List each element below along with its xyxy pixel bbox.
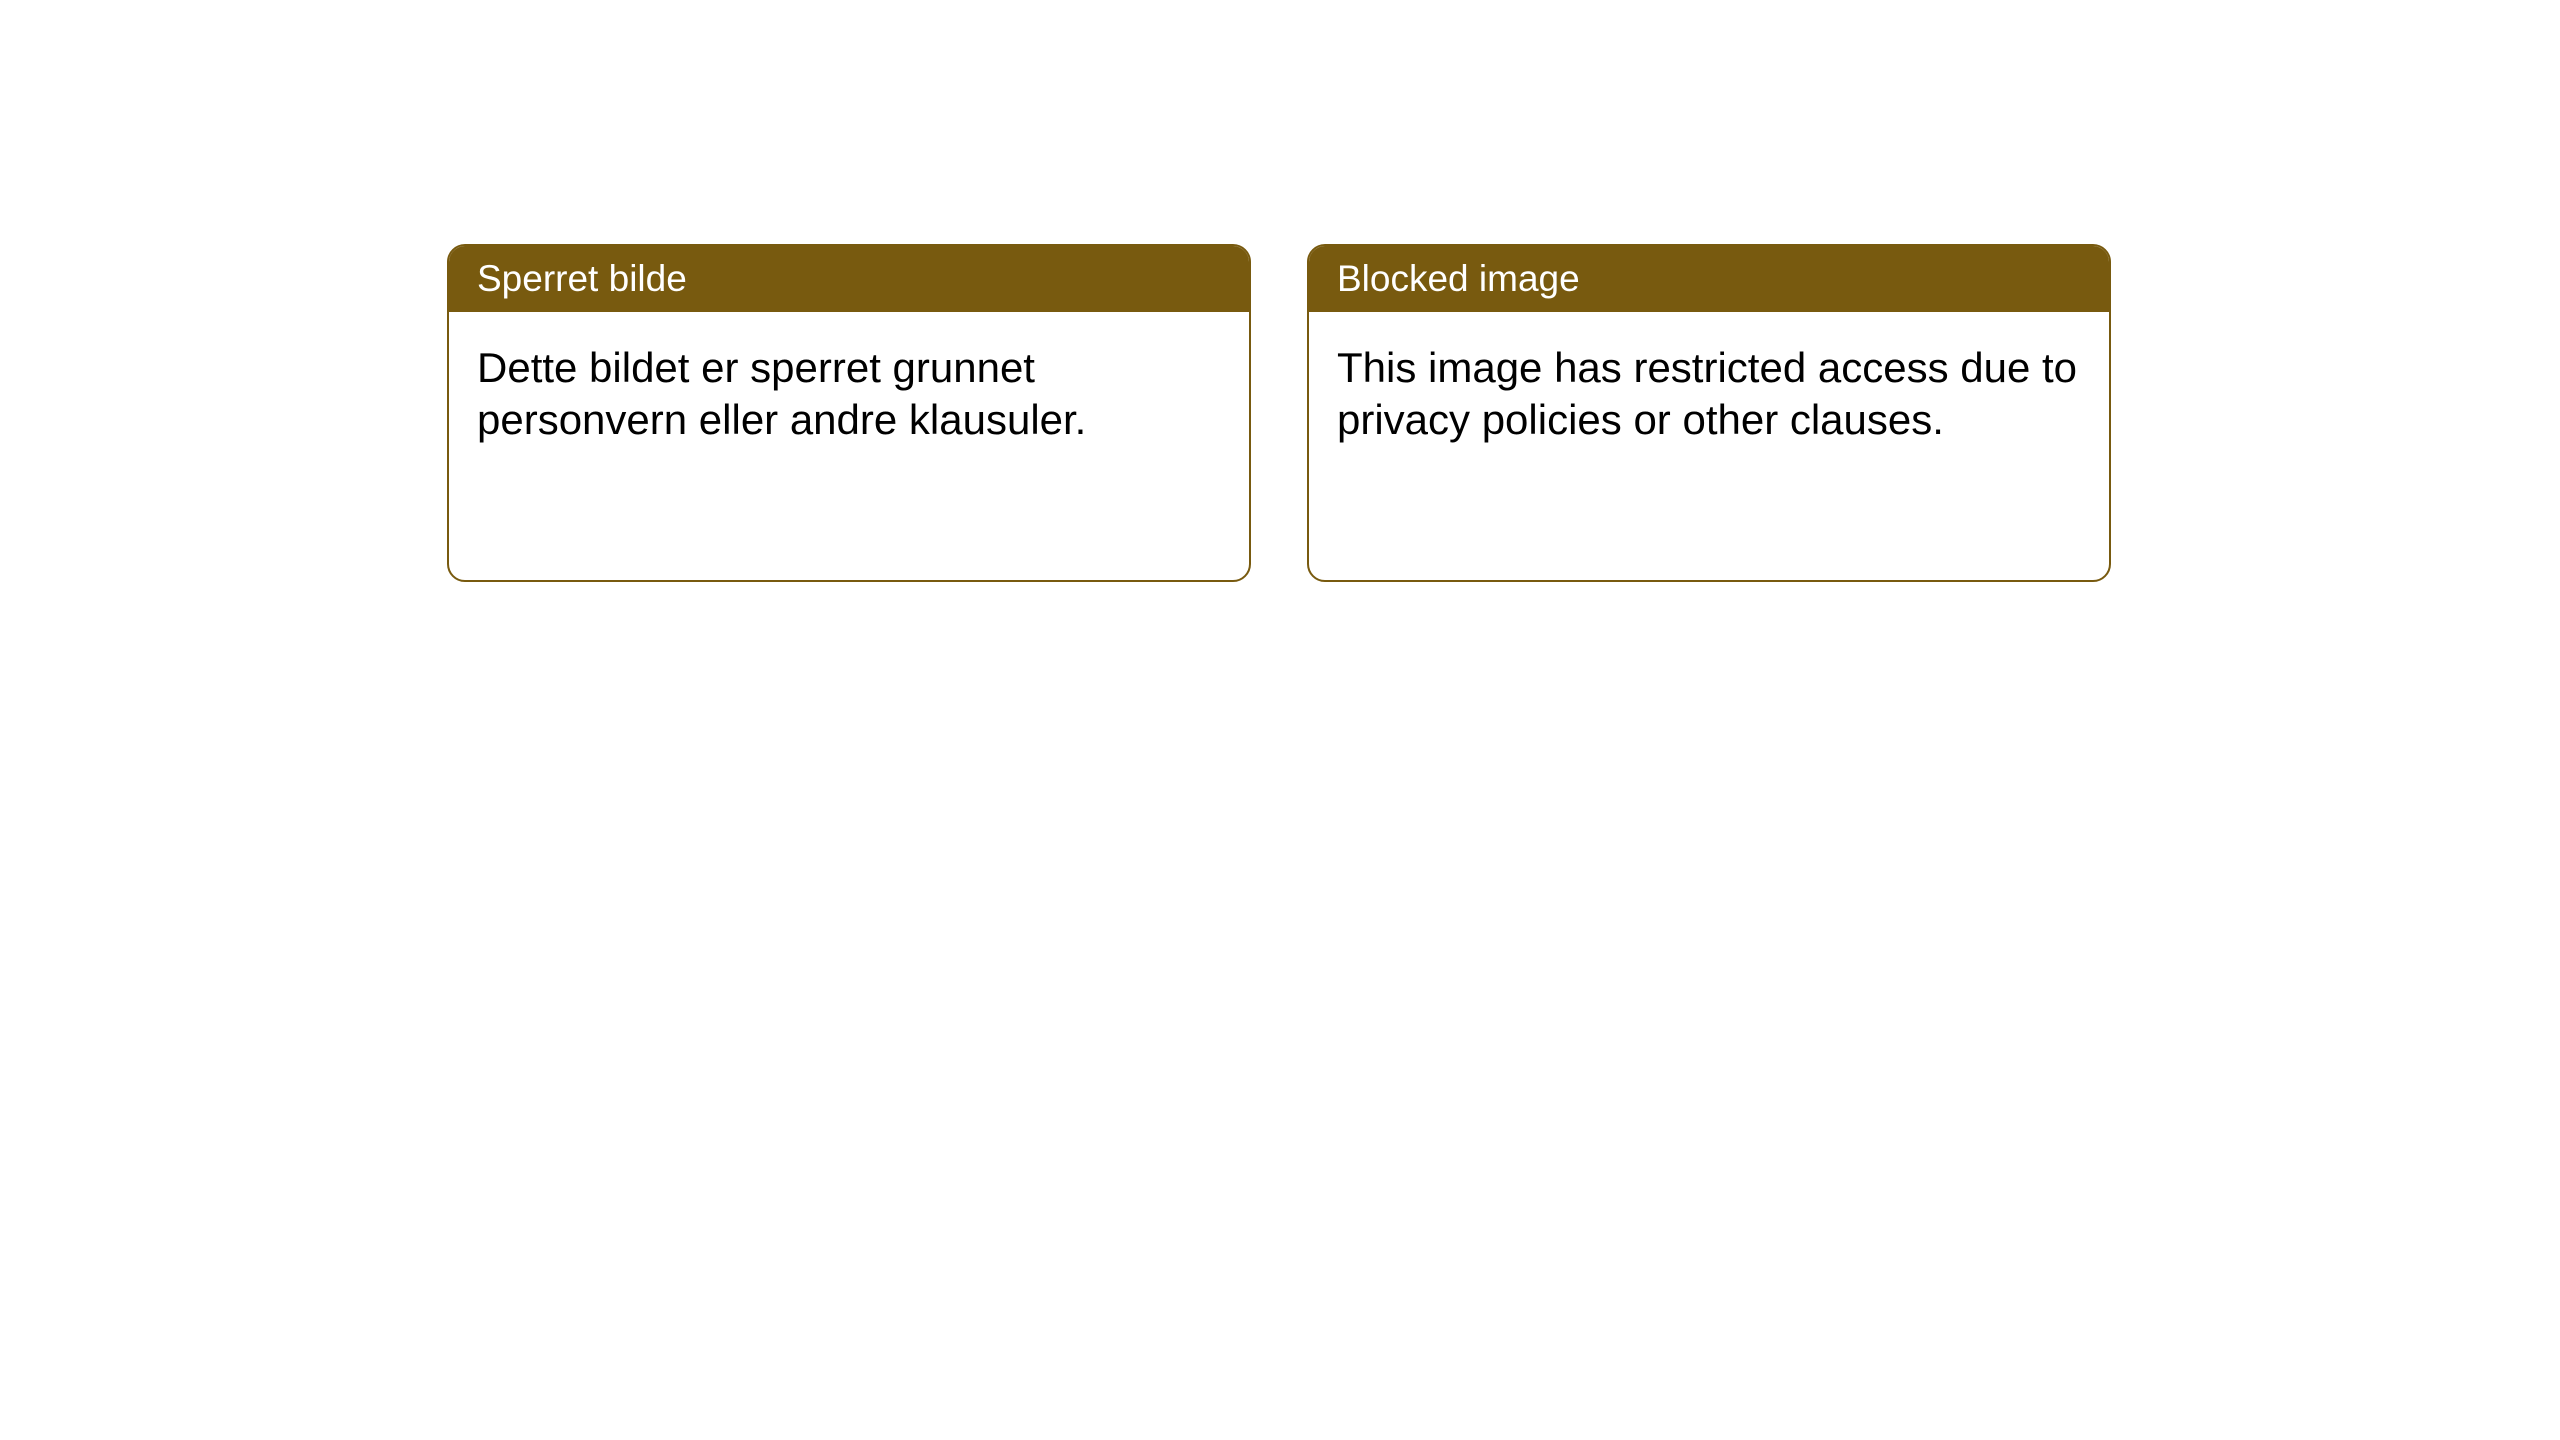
- notice-container: Sperret bilde Dette bildet er sperret gr…: [447, 244, 2111, 582]
- notice-header-norwegian: Sperret bilde: [449, 246, 1249, 312]
- notice-card-english: Blocked image This image has restricted …: [1307, 244, 2111, 582]
- notice-body-english: This image has restricted access due to …: [1309, 312, 2109, 475]
- notice-body-norwegian: Dette bildet er sperret grunnet personve…: [449, 312, 1249, 475]
- notice-card-norwegian: Sperret bilde Dette bildet er sperret gr…: [447, 244, 1251, 582]
- notice-header-english: Blocked image: [1309, 246, 2109, 312]
